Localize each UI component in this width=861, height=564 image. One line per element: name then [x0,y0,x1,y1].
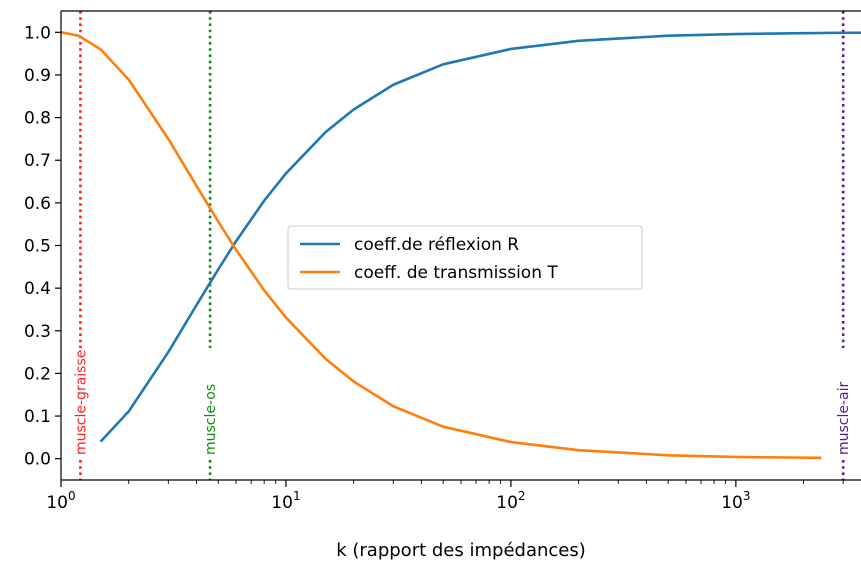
data-lines [61,31,861,460]
legend-box [287,225,643,290]
y-tick-label: 1.0 [24,23,51,43]
y-tick-label: 0.1 [24,407,51,427]
x-tick-label: 102 [496,489,525,513]
y-tick-label: 0.0 [24,450,51,470]
y-tick-label: 0.4 [24,279,51,299]
y-tick-label: 0.9 [24,66,51,86]
x-tick-label: 100 [46,489,75,513]
y-tick-label: 0.8 [24,109,51,129]
reference-lines [79,11,845,480]
y-axis-ticks: 0.0 0.1 0.2 0.3 0.4 0.5 0.6 0.7 0.8 0.9 1.0 [24,23,61,470]
x-tick-label: 101 [271,489,300,513]
reference-line-label: muscle-os [203,384,219,455]
series-line-0 [99,31,861,443]
y-tick-label: 0.3 [24,322,51,342]
x-axis-ticks: 100 101 102 103 [46,480,844,513]
y-tick-label: 0.5 [24,237,51,257]
y-tick-label: 0.2 [24,364,51,384]
legend: coeff.de réflexion R coeff. de transmissi… [287,225,643,290]
reference-line-label: muscle-graisse [73,350,89,455]
x-tick-label: 103 [721,489,750,513]
legend-label: coeff. de transmission T [354,263,558,283]
x-axis-label: k (rapport des impédances) [336,540,586,561]
reference-line-label: muscle-air [836,381,852,455]
y-tick-label: 0.6 [24,194,51,214]
series-line-1 [61,31,822,460]
y-tick-label: 0.7 [24,151,51,171]
legend-label: coeff.de réflexion R [354,235,519,255]
